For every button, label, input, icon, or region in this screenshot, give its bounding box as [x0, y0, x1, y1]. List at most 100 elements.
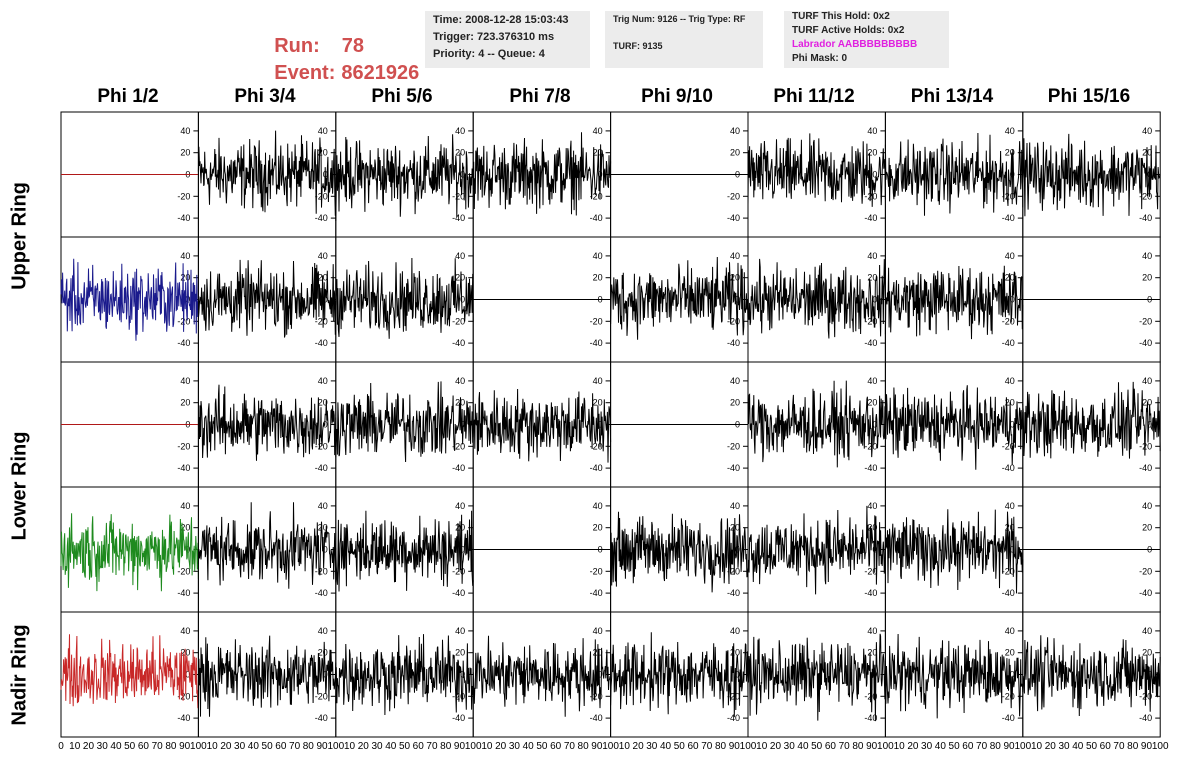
y-tick-label: -40 [177, 213, 190, 223]
run-value: 78 [341, 35, 365, 57]
y-tick-label: 20 [730, 648, 740, 658]
column-label-phi-1-2: Phi 1/2 [97, 86, 159, 107]
y-tick-label: -20 [590, 191, 603, 201]
y-tick-label: 0 [1010, 670, 1015, 680]
y-tick-label: -40 [315, 713, 328, 723]
y-tick-label: -40 [1002, 213, 1015, 223]
y-tick-label: 20 [730, 273, 740, 283]
y-tick-label: -20 [315, 691, 328, 701]
y-tick-label: -20 [1139, 191, 1152, 201]
trace-line-row3-col4 [472, 388, 612, 463]
x-tick-label: 50 [1086, 741, 1098, 752]
y-tick-label: 20 [1005, 523, 1015, 533]
y-tick-label: 0 [185, 670, 190, 680]
x-tick-label: 50 [262, 741, 274, 752]
x-tick-label: 50 [124, 741, 136, 752]
y-tick-label: -20 [727, 191, 740, 201]
x-tick-label: 80 [165, 741, 177, 752]
y-tick-label: -20 [315, 566, 328, 576]
y-tick-label: 40 [1142, 126, 1152, 136]
x-tick-label: 30 [97, 741, 109, 752]
y-tick-label: -40 [315, 213, 328, 223]
x-tick-label: 0 [58, 741, 64, 752]
x-tick-label: 60 [1100, 741, 1112, 752]
y-tick-label: -40 [864, 463, 877, 473]
x-tick-label: 90 [866, 741, 878, 752]
y-tick-label: 20 [730, 398, 740, 408]
x-tick-label: 100 [465, 741, 482, 752]
y-tick-label: 20 [867, 523, 877, 533]
trace-line-row2-col2 [197, 259, 337, 338]
y-tick-label: -40 [1139, 463, 1152, 473]
trace-line-row5-col7 [884, 633, 1024, 719]
y-tick-label: -40 [590, 713, 603, 723]
y-tick-label: 0 [1010, 420, 1015, 430]
trig-info-box: Trig Num: 9126 -- Trig Type: RF TURF: 91… [605, 11, 763, 68]
y-tick-label: -20 [864, 441, 877, 451]
y-tick-label: -40 [590, 338, 603, 348]
trace-line-row4-col5 [610, 511, 749, 593]
trace-line-row2-col6 [747, 258, 886, 339]
y-tick-label: 40 [455, 126, 465, 136]
y-tick-label: -20 [727, 316, 740, 326]
run-label: Run: [274, 35, 320, 57]
y-tick-label: 40 [1005, 251, 1015, 261]
y-tick-label: -20 [864, 191, 877, 201]
x-tick-label: 100 [740, 741, 757, 752]
x-tick-label: 60 [138, 741, 150, 752]
y-tick-label: -20 [727, 566, 740, 576]
x-tick-label: 10 [344, 741, 356, 752]
y-tick-label: 20 [455, 648, 465, 658]
trace-line-row5-col2 [197, 635, 337, 717]
y-tick-label: -40 [452, 713, 465, 723]
y-tick-label: 20 [318, 648, 328, 658]
trace-line-row1-col7 [884, 132, 1024, 216]
y-tick-label: -40 [452, 588, 465, 598]
x-tick-label: 50 [674, 741, 686, 752]
y-tick-label: 40 [867, 626, 877, 636]
y-tick-label: 20 [867, 273, 877, 283]
trace-line-row2-col5 [610, 256, 749, 340]
trigger-text: Trigger: 723.376310 ms [433, 31, 555, 43]
x-tick-label: 80 [990, 741, 1002, 752]
event-label: Event: [274, 62, 336, 84]
y-tick-label: 40 [1005, 626, 1015, 636]
x-tick-label: 70 [426, 741, 438, 752]
x-tick-label: 90 [1141, 741, 1153, 752]
x-tick-label: 60 [825, 741, 837, 752]
y-tick-label: 40 [318, 376, 328, 386]
x-tick-label: 70 [289, 741, 301, 752]
y-tick-label: -40 [727, 713, 740, 723]
y-tick-label: 40 [455, 626, 465, 636]
y-tick-label: -20 [864, 566, 877, 576]
trace-line-row2-col7 [884, 265, 1024, 340]
x-tick-label: 90 [591, 741, 603, 752]
x-tick-label: 10 [207, 741, 219, 752]
y-tick-label: 40 [455, 251, 465, 261]
x-tick-label: 60 [275, 741, 287, 752]
x-tick-label: 50 [949, 741, 961, 752]
x-tick-label: 30 [646, 741, 658, 752]
x-tick-label: 40 [523, 741, 535, 752]
x-tick-label: 30 [921, 741, 933, 752]
x-tick-label: 30 [1058, 741, 1070, 752]
x-tick-label: 100 [1152, 741, 1169, 752]
x-tick-label: 80 [440, 741, 452, 752]
y-tick-label: 0 [872, 170, 877, 180]
trace-line-row5-col8 [1022, 635, 1161, 717]
x-tick-label: 90 [316, 741, 328, 752]
y-tick-label: 20 [318, 398, 328, 408]
y-tick-label: -40 [590, 463, 603, 473]
turf-active-holds-text: TURF Active Holds: 0x2 [792, 25, 905, 36]
trace-line-row3-col3 [335, 381, 474, 463]
y-tick-label: 40 [593, 126, 603, 136]
y-tick-label: -40 [315, 463, 328, 473]
y-tick-label: 20 [730, 148, 740, 158]
y-tick-label: 40 [1142, 626, 1152, 636]
y-tick-label: 40 [730, 251, 740, 261]
trace-line-row1-col3 [335, 134, 474, 222]
column-label-phi-11-12: Phi 11/12 [773, 86, 855, 107]
trace-line-row2-col1 [60, 258, 199, 341]
y-tick-label: -20 [590, 566, 603, 576]
